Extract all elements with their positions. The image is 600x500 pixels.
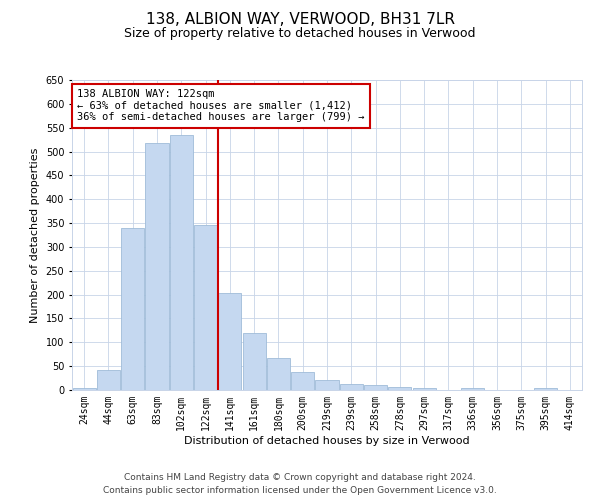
Bar (364, 385, 387, 390)
Bar (267, 358, 290, 390)
Bar (461, 388, 484, 390)
Bar (73, 388, 95, 390)
Bar (316, 380, 338, 390)
Bar (388, 386, 412, 390)
Bar (218, 293, 241, 390)
Text: Contains HM Land Registry data © Crown copyright and database right 2024.
Contai: Contains HM Land Registry data © Crown c… (103, 474, 497, 495)
Bar (413, 388, 436, 390)
Bar (97, 370, 120, 390)
Bar (534, 388, 557, 390)
Text: 138 ALBION WAY: 122sqm
← 63% of detached houses are smaller (1,412)
36% of semi-: 138 ALBION WAY: 122sqm ← 63% of detached… (77, 90, 365, 122)
Bar (194, 226, 217, 390)
Bar (291, 372, 314, 390)
Text: Size of property relative to detached houses in Verwood: Size of property relative to detached ho… (124, 28, 476, 40)
Bar (145, 143, 169, 390)
Bar (170, 135, 193, 390)
X-axis label: Distribution of detached houses by size in Verwood: Distribution of detached houses by size … (184, 436, 470, 446)
Y-axis label: Number of detached properties: Number of detached properties (30, 148, 40, 322)
Bar (340, 384, 363, 390)
Text: 138, ALBION WAY, VERWOOD, BH31 7LR: 138, ALBION WAY, VERWOOD, BH31 7LR (146, 12, 455, 28)
Bar (121, 228, 144, 390)
Bar (242, 333, 266, 390)
